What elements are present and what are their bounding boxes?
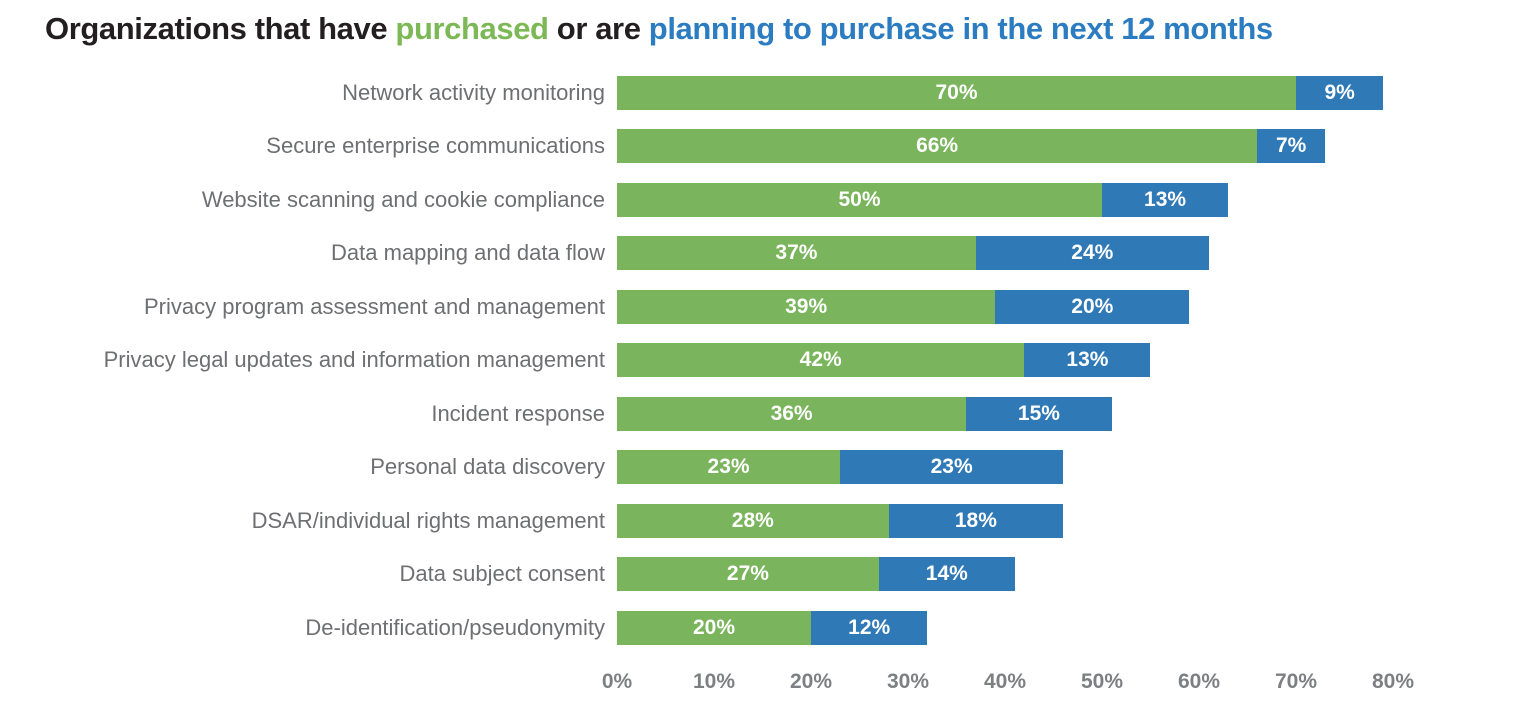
chart-row: Privacy program assessment and managemen…	[0, 280, 1540, 334]
category-label: Incident response	[431, 400, 605, 426]
chart-row: Secure enterprise communications 66% 7%	[0, 119, 1540, 173]
x-axis-tick-label: 50%	[1080, 670, 1124, 694]
bar-segment-planning: 20%	[995, 289, 1190, 324]
bar-segment-purchased: 39%	[617, 289, 996, 324]
x-axis-tick-label: 10%	[692, 670, 736, 694]
bar-track: 66% 7%	[617, 129, 1393, 163]
chart-row: Incident response 36% 15%	[0, 387, 1540, 441]
chart-row: Network activity monitoring 70% 9%	[0, 66, 1540, 120]
x-axis-tick-label: 60%	[1177, 670, 1221, 694]
chart-row: Personal data discovery 23% 23%	[0, 440, 1540, 494]
bar-track: 70% 9%	[617, 75, 1393, 110]
stacked-bar-chart: Organizations that have purchased or are…	[0, 10, 1540, 702]
title-part-plain-2: or are	[548, 11, 649, 46]
title-part-planning: planning to purchase in the next 12 mont…	[648, 11, 1273, 46]
category-label: Secure enterprise communications	[266, 133, 605, 158]
x-axis-tick-label: 80%	[1371, 670, 1415, 694]
bar-segment-planning: 13%	[1024, 343, 1151, 377]
category-label: Website scanning and cookie compliance	[201, 186, 605, 212]
x-axis-tick-label: 30%	[886, 670, 930, 694]
bar-segment-purchased: 27%	[617, 557, 879, 591]
x-axis: 0% 10% 20% 30% 40% 50% 60% 70% 80%	[602, 662, 1414, 702]
bar-segment-planning: 13%	[1102, 182, 1229, 217]
bar-segment-purchased: 37%	[617, 236, 976, 270]
category-label: Privacy program assessment and managemen…	[144, 293, 605, 319]
bar-segment-purchased: 50%	[617, 182, 1102, 217]
bar-segment-planning: 24%	[975, 236, 1209, 270]
bar-segment-purchased: 66%	[617, 129, 1258, 163]
bar-segment-planning: 12%	[811, 610, 928, 645]
x-axis-tick-label: 40%	[983, 670, 1027, 694]
category-label: Privacy legal updates and information ma…	[103, 347, 605, 372]
chart-row: Data subject consent 27% 14%	[0, 547, 1540, 601]
bar-track: 42% 13%	[617, 343, 1393, 377]
chart-rows: Network activity monitoring 70% 9% Secure e…	[0, 66, 1540, 655]
bar-segment-planning: 7%	[1257, 129, 1326, 163]
title-part-purchased: purchased	[395, 11, 549, 46]
bar-segment-planning: 9%	[1296, 75, 1384, 110]
title-part-plain-1: Organizations that have	[45, 11, 396, 46]
category-label: De-identification/pseudonymity	[305, 614, 605, 640]
bar-segment-planning: 14%	[878, 557, 1015, 591]
bar-segment-purchased: 23%	[617, 450, 841, 484]
x-axis-tick-label: 20%	[789, 670, 833, 694]
chart-row: Privacy legal updates and information ma…	[0, 333, 1540, 387]
x-axis-tick-label: 70%	[1274, 670, 1318, 694]
chart-title: Organizations that have purchased or are…	[45, 10, 1540, 49]
bar-track: 39% 20%	[617, 289, 1393, 324]
bar-track: 27% 14%	[617, 557, 1393, 591]
category-label: Data mapping and data flow	[331, 240, 605, 265]
category-label: DSAR/individual rights management	[251, 507, 605, 533]
bar-track: 28% 18%	[617, 503, 1393, 538]
x-axis-tick-label: 0%	[601, 670, 633, 694]
chart-row: Data mapping and data flow 37% 24%	[0, 226, 1540, 280]
bar-segment-planning: 23%	[840, 450, 1064, 484]
bar-segment-purchased: 42%	[617, 343, 1025, 377]
bar-segment-purchased: 36%	[617, 396, 967, 431]
bar-track: 37% 24%	[617, 236, 1393, 270]
bar-segment-purchased: 20%	[617, 610, 811, 645]
chart-row: DSAR/individual rights management 28% 18%	[0, 494, 1540, 548]
bar-segment-planning: 18%	[888, 503, 1064, 538]
bar-track: 20% 12%	[617, 610, 1393, 645]
bar-segment-planning: 15%	[966, 396, 1112, 431]
category-label: Personal data discovery	[370, 454, 605, 479]
chart-row: Website scanning and cookie compliance 50…	[0, 173, 1540, 227]
chart-row: De-identification/pseudonymity 20% 12%	[0, 601, 1540, 655]
bar-track: 36% 15%	[617, 396, 1393, 431]
bar-segment-purchased: 70%	[617, 75, 1296, 110]
bar-track: 50% 13%	[617, 182, 1393, 217]
category-label: Network activity monitoring	[342, 79, 605, 105]
category-label: Data subject consent	[399, 561, 605, 586]
bar-segment-purchased: 28%	[617, 503, 889, 538]
bar-track: 23% 23%	[617, 450, 1393, 484]
